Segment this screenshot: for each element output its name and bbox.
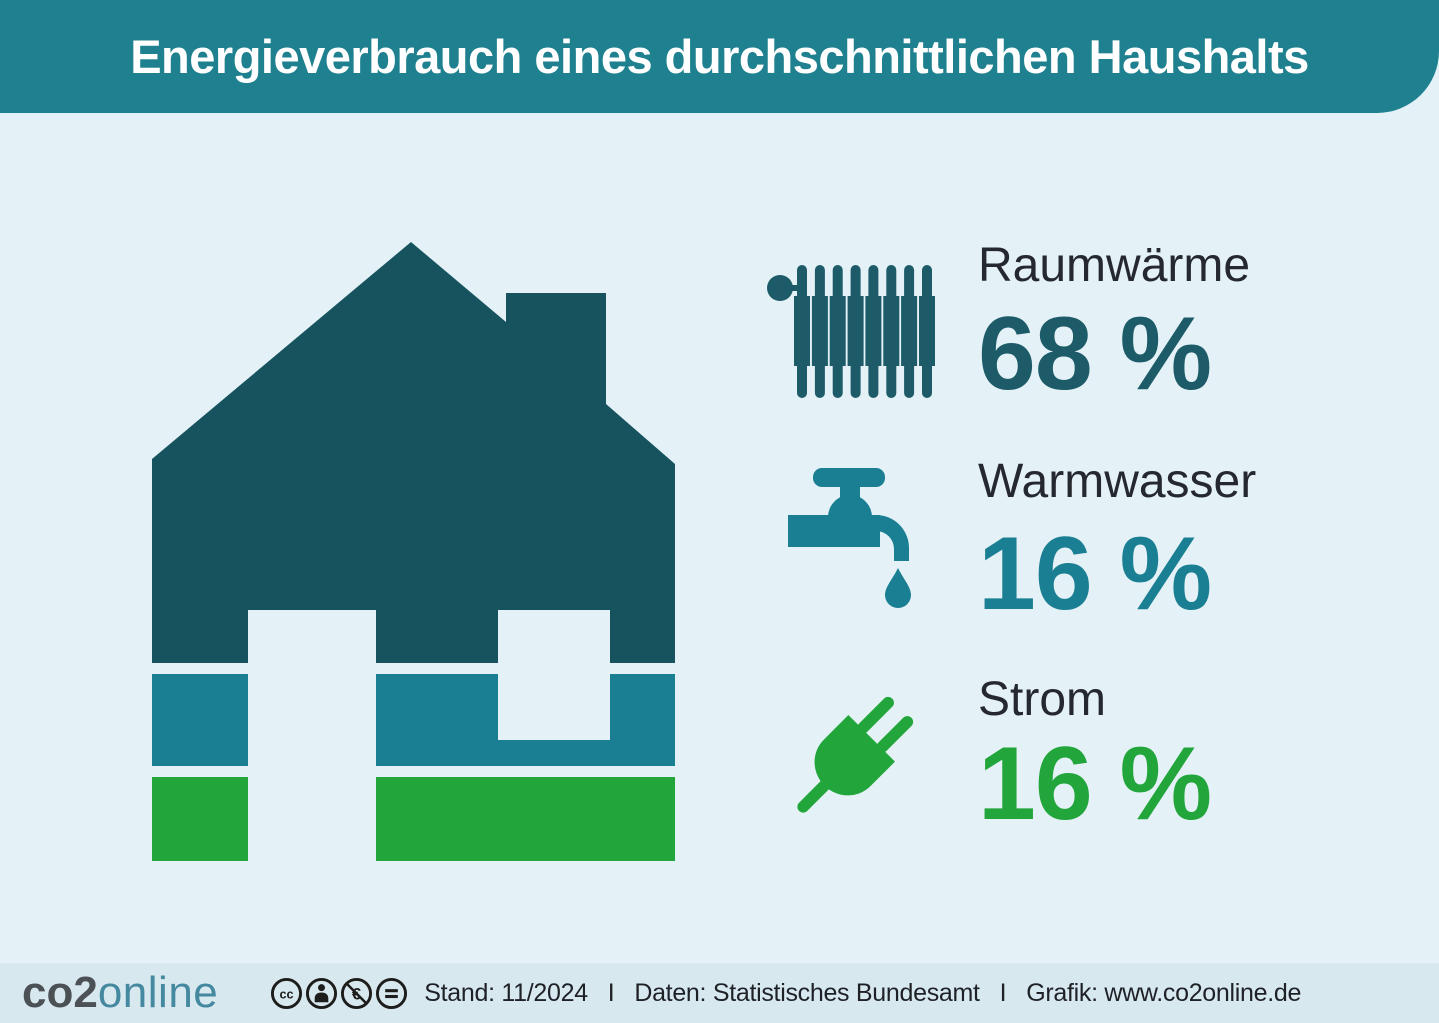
cc-nd-icon (376, 977, 408, 1009)
raumwaerme-label: Raumwärme (978, 239, 1251, 292)
cc-icon: cc (271, 977, 303, 1009)
header-banner: Energieverbrauch eines durchschnittliche… (0, 0, 1439, 113)
strom-value: 16 % (978, 726, 1212, 842)
cc-glyph: cc (280, 987, 294, 1001)
house-electricity-band (152, 777, 675, 861)
cc-license-icons: cc € (270, 977, 408, 1010)
footer-bar: co2online cc € Stand: 11/202 (0, 963, 1439, 1023)
strom-label: Strom (978, 673, 1107, 726)
footer-meta-text: Stand: 11/2024 I Daten: Statistisches Bu… (424, 978, 1302, 1007)
radiator-icon (767, 265, 935, 398)
house-body (152, 242, 675, 663)
warmwasser-label: Warmwasser (978, 455, 1257, 508)
raumwaerme-value: 68 % (978, 296, 1212, 412)
cc-by-icon (306, 977, 338, 1009)
logo-co2-text: co2 (22, 968, 98, 1017)
house-warmwater-band (152, 674, 675, 766)
house-illustration (152, 242, 675, 861)
co2online-logo: co2online (22, 971, 218, 1015)
plug-icon (797, 696, 914, 813)
page-title: Energieverbrauch eines durchschnittliche… (130, 30, 1309, 83)
logo-online-text: online (97, 968, 219, 1017)
cc-nc-eu-icon: € (341, 977, 373, 1009)
faucet-icon (788, 468, 911, 608)
warmwasser-value: 16 % (978, 516, 1212, 632)
